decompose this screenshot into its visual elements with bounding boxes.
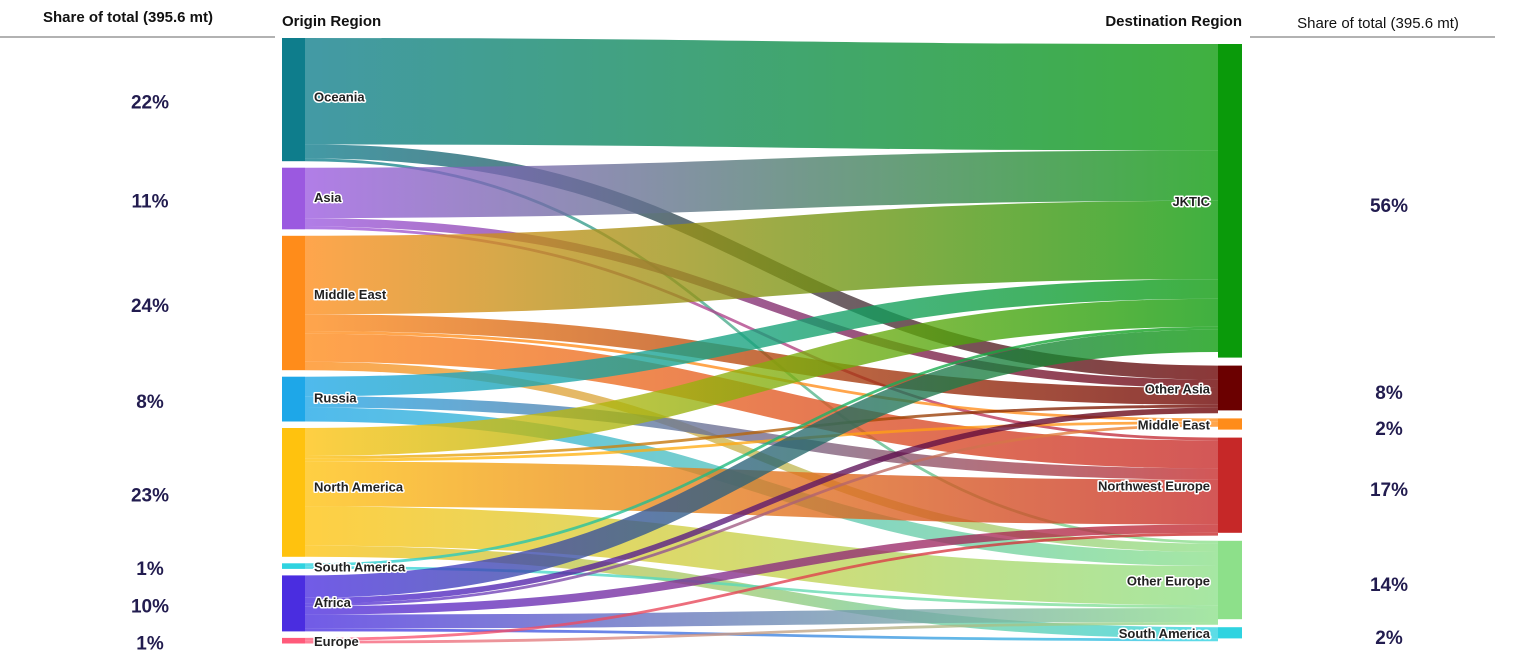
origin-share: 1% <box>136 559 164 580</box>
flow-link <box>304 326 1219 567</box>
destination-node <box>1218 418 1242 430</box>
destination-label: JKTIC <box>1172 194 1210 209</box>
origin-label: North America <box>314 479 404 494</box>
flow-link <box>304 524 1219 615</box>
destination-share: 2% <box>1375 419 1403 440</box>
origin-node <box>282 575 305 632</box>
flow-link <box>304 461 1219 525</box>
flow-link <box>304 545 1219 639</box>
origin-share: 23% <box>131 485 169 506</box>
flow-link <box>304 404 1219 459</box>
flow-link <box>304 506 1219 606</box>
destination-label: Other Europe <box>1127 573 1210 588</box>
destination-label: Northwest Europe <box>1098 479 1210 494</box>
destination-share: 2% <box>1375 628 1403 649</box>
links <box>304 38 1219 644</box>
flow-link <box>304 38 1219 151</box>
origin-node <box>282 563 305 569</box>
flow-link <box>304 396 1219 480</box>
destination-share: 8% <box>1375 383 1403 404</box>
origin-share: 8% <box>136 392 164 413</box>
origin-label: South America <box>314 560 406 575</box>
origin-node <box>282 637 305 644</box>
origin-label: Middle East <box>314 287 387 302</box>
flow-link <box>304 298 1219 456</box>
origin-label: Asia <box>314 190 342 205</box>
flow-link <box>304 622 1219 644</box>
flow-link <box>304 150 1219 219</box>
destination-node <box>1218 365 1242 411</box>
flow-link <box>304 628 1219 642</box>
flow-link <box>304 329 1219 598</box>
origin-share: 10% <box>131 596 169 617</box>
destination-label: Other Asia <box>1145 381 1211 396</box>
destination-share: 17% <box>1370 480 1408 501</box>
origin-node <box>282 235 305 371</box>
right-title: Destination Region <box>1105 13 1242 30</box>
origin-node <box>282 428 305 557</box>
flow-link <box>304 421 1219 462</box>
flow-link <box>304 424 1219 607</box>
flow-link <box>304 532 1219 641</box>
flow-link <box>304 279 1219 397</box>
destination-share: 14% <box>1370 575 1408 596</box>
origin-share: 22% <box>131 93 169 114</box>
destination-node <box>1218 44 1242 358</box>
left-header: Share of total (395.6 mt) <box>43 9 213 26</box>
flow-link <box>304 333 1219 469</box>
nodes: Oceania 22% Asia 11% Middle East 24% Russia 8% N… <box>131 38 1408 655</box>
origin-label: Africa <box>314 595 352 610</box>
origin-node <box>282 167 305 230</box>
flow-link <box>304 218 1219 388</box>
destination-node <box>1218 437 1242 533</box>
origin-share: 24% <box>131 296 169 317</box>
destination-label: South America <box>1119 626 1211 641</box>
destination-node <box>1218 540 1242 620</box>
destination-label: Middle East <box>1138 417 1211 432</box>
flow-link <box>304 608 1219 629</box>
origin-node <box>282 376 305 422</box>
left-title: Origin Region <box>282 13 381 30</box>
destination-share: 56% <box>1370 196 1408 217</box>
origin-label: Russia <box>314 391 357 406</box>
destination-node <box>1218 627 1242 639</box>
origin-share: 11% <box>132 192 169 213</box>
origin-share: 1% <box>136 634 164 655</box>
origin-node <box>282 38 305 162</box>
origin-label: Europe <box>314 634 359 649</box>
flow-link <box>304 407 1219 604</box>
flow-link <box>304 314 1219 405</box>
origin-label: Oceania <box>314 89 365 104</box>
flow-link <box>304 200 1219 315</box>
right-header: Share of total (395.6 mt) <box>1297 15 1459 32</box>
